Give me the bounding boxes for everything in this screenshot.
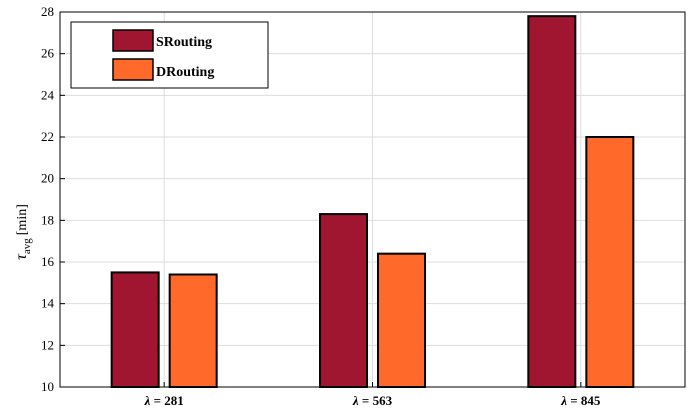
y-tick-label: 10 [41,379,54,394]
y-axis-label: τavg [min] [13,204,33,260]
bar-srouting-1 [319,213,368,388]
y-tick-label: 28 [41,4,54,19]
x-axis-categories: λ = 281 λ = 563 λ = 845 [144,393,601,408]
y-tick-label: 22 [41,129,54,144]
bar-drouting-1 [377,252,426,388]
legend-box [70,21,269,89]
y-axis-ticks: 10 12 14 16 18 20 22 24 26 28 [41,4,582,394]
bar-srouting-0 [110,271,160,388]
x-category-label: λ = 563 [352,393,393,408]
y-axis-label-subscript: avg [21,238,33,254]
y-tick-label: 12 [41,337,54,352]
legend-label-drouting: DRouting [156,65,214,80]
legend-label-srouting: SRouting [156,35,212,50]
y-tick-label: 16 [41,254,55,269]
y-axis-label-symbol: τ [13,253,30,260]
x-category-label: λ = 845 [560,393,601,408]
bar-srouting-2 [527,15,577,389]
bar-drouting-0 [168,273,218,388]
y-tick-label: 24 [41,87,55,102]
bar-drouting-2 [585,136,635,388]
y-axis-label-unit: [min] [15,204,30,235]
x-category-label: λ = 281 [144,393,184,408]
y-tick-label: 14 [41,296,55,311]
legend: SRouting DRouting [70,21,269,89]
y-tick-label: 20 [41,171,54,186]
y-tick-label: 26 [41,46,55,61]
legend-swatch-srouting [112,29,154,52]
legend-swatch-drouting [112,58,154,81]
y-tick-label: 18 [41,212,54,227]
